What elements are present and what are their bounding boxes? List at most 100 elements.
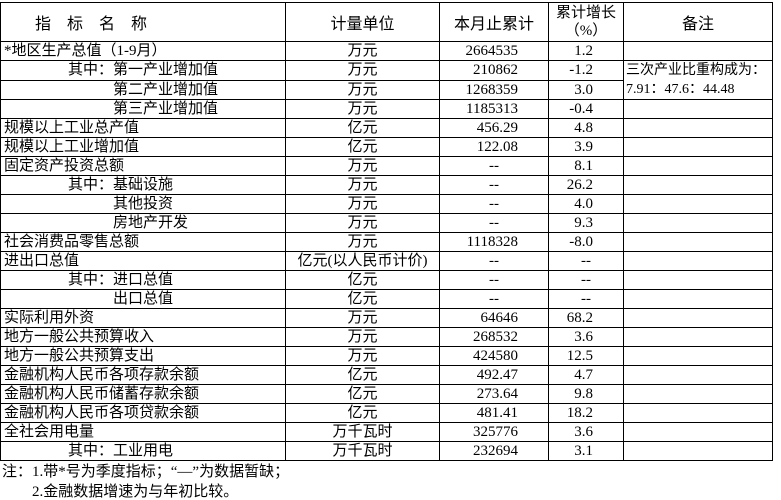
growth-cell: -0.4 bbox=[548, 99, 624, 119]
remark-cell bbox=[623, 384, 773, 404]
remark-cell bbox=[623, 156, 773, 176]
remark-cell bbox=[623, 99, 773, 119]
remark-cell bbox=[623, 137, 773, 157]
footnotes: 注：1.带*号为季度指标；“—”为数据暂缺； 2.金融数据增速为与年初比较。 bbox=[0, 461, 781, 500]
indicator-name: 社会消费品零售总额 bbox=[0, 232, 286, 252]
remark-cell bbox=[623, 289, 773, 309]
remark-cell bbox=[623, 365, 773, 385]
indicator-name: 进出口总值 bbox=[0, 251, 286, 271]
growth-cell: 3.9 bbox=[548, 137, 624, 157]
growth-cell: 3.0 bbox=[548, 79, 624, 100]
col-header-growth-title: 累计增长 bbox=[555, 5, 616, 21]
unit-cell: 万元 bbox=[285, 99, 440, 119]
unit-cell: 万元 bbox=[285, 346, 440, 366]
cumulative-cell: -- bbox=[439, 213, 549, 233]
table-row: 房地产开发 万元 -- 9.3 bbox=[0, 213, 773, 233]
unit-cell: 万千瓦时 bbox=[285, 441, 440, 461]
growth-cell: 68.2 bbox=[548, 308, 624, 328]
remark-cell bbox=[623, 441, 773, 461]
table-row: 出口总值 亿元 -- -- bbox=[0, 289, 773, 309]
indicator-name: 地方一般公共预算支出 bbox=[0, 346, 286, 366]
unit-cell: 亿元 bbox=[285, 403, 440, 423]
table-row: 其中：工业用电 万千瓦时 232694 3.1 bbox=[0, 441, 773, 461]
remark-cell bbox=[623, 270, 773, 290]
growth-cell: -- bbox=[548, 270, 624, 290]
remark-cell bbox=[623, 251, 773, 271]
cumulative-cell: -- bbox=[439, 156, 549, 176]
growth-cell: -- bbox=[548, 251, 624, 271]
col-header-growth-unit: （%） bbox=[564, 23, 608, 39]
indicator-name: 全社会用电量 bbox=[0, 422, 286, 442]
growth-cell: 8.1 bbox=[548, 156, 624, 176]
growth-cell: -- bbox=[548, 289, 624, 309]
unit-cell: 万元 bbox=[285, 156, 440, 176]
remark-cell bbox=[623, 232, 773, 252]
table-row: *地区生产总值（1-9月） 万元 2664535 1.2 bbox=[0, 41, 773, 61]
unit-cell: 万元 bbox=[285, 232, 440, 252]
cumulative-cell: -- bbox=[439, 251, 549, 271]
growth-cell: -8.0 bbox=[548, 232, 624, 252]
indicator-name: 规模以上工业总产值 bbox=[0, 118, 286, 138]
cumulative-cell: 1268359 bbox=[439, 79, 549, 100]
remark-cell-industry-structure: 三次产业比重构成为： 7.91：47.6：44.48 bbox=[623, 60, 773, 100]
cumulative-cell: 64646 bbox=[439, 308, 549, 328]
indicator-name: 其中：第一产业增加值 bbox=[0, 60, 286, 81]
indicator-name: 实际利用外资 bbox=[0, 308, 286, 328]
growth-cell: 9.3 bbox=[548, 213, 624, 233]
unit-cell: 万元 bbox=[285, 175, 440, 195]
unit-cell: 万元 bbox=[285, 79, 440, 100]
remark-line: 7.91：47.6：44.48 bbox=[626, 82, 735, 97]
cumulative-cell: 1185313 bbox=[439, 99, 549, 119]
unit-cell: 亿元 bbox=[285, 365, 440, 385]
unit-cell: 亿元(以人民币计价) bbox=[285, 251, 440, 271]
cumulative-cell: 325776 bbox=[439, 422, 549, 442]
unit-cell: 万元 bbox=[285, 308, 440, 328]
growth-cell: -1.2 bbox=[548, 60, 624, 81]
indicator-name: 其中：工业用电 bbox=[0, 441, 286, 461]
table-row: 金融机构人民币储蓄存款余额 亿元 273.64 9.8 bbox=[0, 384, 773, 404]
unit-cell: 亿元 bbox=[285, 118, 440, 138]
table-row: 地方一般公共预算收入 万元 268532 3.6 bbox=[0, 327, 773, 347]
cumulative-cell: 232694 bbox=[439, 441, 549, 461]
growth-cell: 26.2 bbox=[548, 175, 624, 195]
table-row: 社会消费品零售总额 万元 1118328 -8.0 bbox=[0, 232, 773, 252]
indicator-name: 地方一般公共预算收入 bbox=[0, 327, 286, 347]
indicator-name: *地区生产总值（1-9月） bbox=[0, 41, 286, 61]
table-row: 其他投资 万元 -- 4.0 bbox=[0, 194, 773, 214]
indicator-name: 金融机构人民币储蓄存款余额 bbox=[0, 384, 286, 404]
indicator-name: 金融机构人民币各项存款余额 bbox=[0, 365, 286, 385]
indicator-name: 第二产业增加值 bbox=[0, 79, 286, 100]
growth-cell: 12.5 bbox=[548, 346, 624, 366]
table-row: 进出口总值 亿元(以人民币计价) -- -- bbox=[0, 251, 773, 271]
table-row: 金融机构人民币各项贷款余额 亿元 481.41 18.2 bbox=[0, 403, 773, 423]
table-row: 固定资产投资总额 万元 -- 8.1 bbox=[0, 156, 773, 176]
cumulative-cell: 481.41 bbox=[439, 403, 549, 423]
growth-cell: 3.6 bbox=[548, 422, 624, 442]
table-row: 第二产业增加值 万元 1268359 3.0 bbox=[0, 79, 773, 100]
unit-cell: 亿元 bbox=[285, 270, 440, 290]
indicator-name: 其中：进口总值 bbox=[0, 270, 286, 290]
cumulative-cell: 122.08 bbox=[439, 137, 549, 157]
remark-cell bbox=[623, 118, 773, 138]
col-header-indicator-name: 指 标 名 称 bbox=[0, 2, 286, 42]
remark-cell bbox=[623, 346, 773, 366]
col-header-growth: 累计增长 （%） bbox=[548, 2, 624, 42]
indicator-name: 规模以上工业增加值 bbox=[0, 137, 286, 157]
table-row: 规模以上工业增加值 亿元 122.08 3.9 bbox=[0, 137, 773, 157]
remark-cell bbox=[623, 327, 773, 347]
col-header-unit: 计量单位 bbox=[285, 2, 440, 42]
indicator-name: 其中：基础设施 bbox=[0, 175, 286, 195]
unit-cell: 万元 bbox=[285, 213, 440, 233]
cumulative-cell: 456.29 bbox=[439, 118, 549, 138]
growth-cell: 4.8 bbox=[548, 118, 624, 138]
unit-cell: 亿元 bbox=[285, 289, 440, 309]
cumulative-cell: -- bbox=[439, 270, 549, 290]
table-row: 其中：基础设施 万元 -- 26.2 bbox=[0, 175, 773, 195]
unit-cell: 万元 bbox=[285, 327, 440, 347]
footnote-1: 注：1.带*号为季度指标；“—”为数据暂缺； bbox=[2, 464, 290, 480]
cumulative-cell: 492.47 bbox=[439, 365, 549, 385]
remark-cell bbox=[623, 422, 773, 442]
remark-cell bbox=[623, 308, 773, 328]
table-row: 实际利用外资 万元 64646 68.2 bbox=[0, 308, 773, 328]
indicator-name: 出口总值 bbox=[0, 289, 286, 309]
